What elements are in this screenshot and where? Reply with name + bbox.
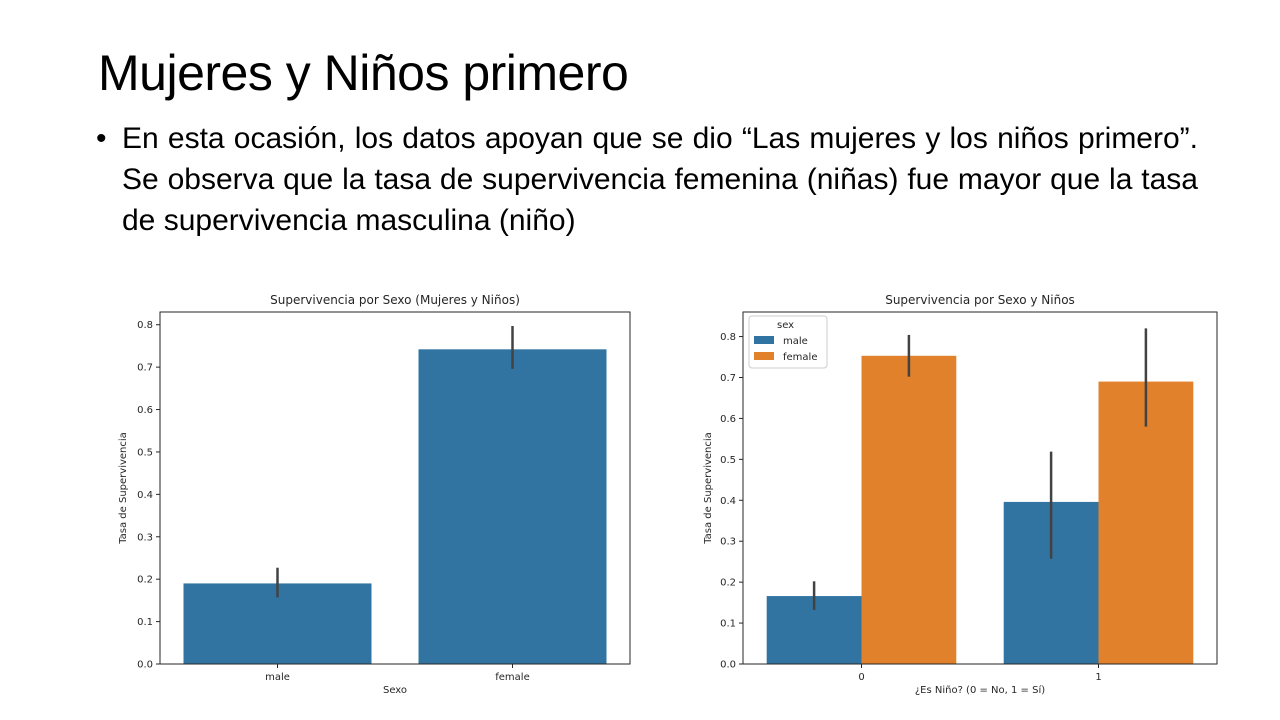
chart2-title: Supervivencia por Sexo y Niños xyxy=(885,293,1075,307)
chart2-xtick-label-1: 1 xyxy=(1095,672,1101,683)
chart2-ytick-label-6: 0.6 xyxy=(720,414,736,425)
chart2-ytick-label-8: 0.8 xyxy=(720,332,736,343)
chart2-xlabel: ¿Es Niño? (0 = No, 1 = Sí) xyxy=(915,684,1045,696)
chart1-ytick-label-6: 0.6 xyxy=(137,405,153,416)
chart1-ytick-label-2: 0.2 xyxy=(137,575,153,586)
chart1-ylabel: Tasa de Supervivencia xyxy=(118,432,129,545)
bullet-dot-icon: • xyxy=(96,122,107,155)
chart1-ytick-label-7: 0.7 xyxy=(137,363,153,374)
chart1-y-axis: 0.0 0.1 0.2 0.3 0.4 0.5 0.6 0.7 0.8 xyxy=(137,320,160,671)
chart2-legend-label-male: male xyxy=(783,336,808,347)
chart1-ytick-label-3: 0.3 xyxy=(137,532,153,543)
chart2-frame xyxy=(742,311,1218,665)
chart1-xtick-label-male: male xyxy=(265,672,290,683)
chart2-legend: sex male female xyxy=(748,315,828,369)
chart1-xlabel: Sexo xyxy=(383,685,407,696)
chart2-ytick-label-1: 0.1 xyxy=(720,619,736,630)
chart2-legend-swatch-female xyxy=(754,352,774,360)
slide-title: Mujeres y Niños primero xyxy=(98,45,629,101)
bullet-point: • En esta ocasión, los datos apoyan que … xyxy=(96,118,1198,241)
chart-survival-by-sex: Supervivencia por Sexo (Mujeres y Niños)… xyxy=(118,293,631,696)
bullet-text: En esta ocasión, los datos apoyan que se… xyxy=(122,122,1198,237)
chart1-error-bars xyxy=(276,325,514,598)
chart2-legend-title: sex xyxy=(777,320,794,331)
chart1-ytick-label-0: 0.0 xyxy=(137,660,153,671)
chart1-bars xyxy=(183,349,607,664)
chart2-ytick-label-2: 0.2 xyxy=(720,578,736,589)
chart1-ytick-label-1: 0.1 xyxy=(137,617,153,628)
chart1-x-axis: male female xyxy=(265,664,530,683)
chart2-ytick-label-0: 0.0 xyxy=(720,660,736,671)
chart2-y-axis: 0.0 0.1 0.2 0.3 0.4 0.5 0.6 0.7 0.8 xyxy=(720,332,743,671)
chart2-legend-swatch-male xyxy=(754,336,774,344)
chart1-xtick-label-female: female xyxy=(495,672,529,683)
chart1-ytick-label-4: 0.4 xyxy=(137,490,153,501)
chart2-ytick-label-5: 0.5 xyxy=(720,455,736,466)
chart2-ylabel: Tasa de Supervivencia xyxy=(703,432,714,545)
chart1-title: Supervivencia por Sexo (Mujeres y Niños) xyxy=(270,293,520,307)
chart-survival-by-sex-and-child: Supervivencia por Sexo y Niños 0.0 0.1 0.2… xyxy=(703,293,1218,696)
chart2-xtick-label-0: 0 xyxy=(858,672,864,683)
chart2-ytick-label-7: 0.7 xyxy=(720,373,736,384)
chart2-error-bars xyxy=(812,328,1148,610)
chart1-bar-female xyxy=(418,349,607,664)
chart1-frame xyxy=(159,311,631,665)
chart2-bars xyxy=(766,355,1194,664)
chart2-ytick-label-3: 0.3 xyxy=(720,537,736,548)
chart2-bar-0-female xyxy=(861,355,957,664)
chart2-legend-label-female: female xyxy=(783,352,817,363)
chart1-ytick-label-5: 0.5 xyxy=(137,447,153,458)
chart1-ytick-label-8: 0.8 xyxy=(137,320,153,331)
chart2-bar-1-female xyxy=(1098,381,1194,664)
chart2-ytick-label-4: 0.4 xyxy=(720,496,736,507)
